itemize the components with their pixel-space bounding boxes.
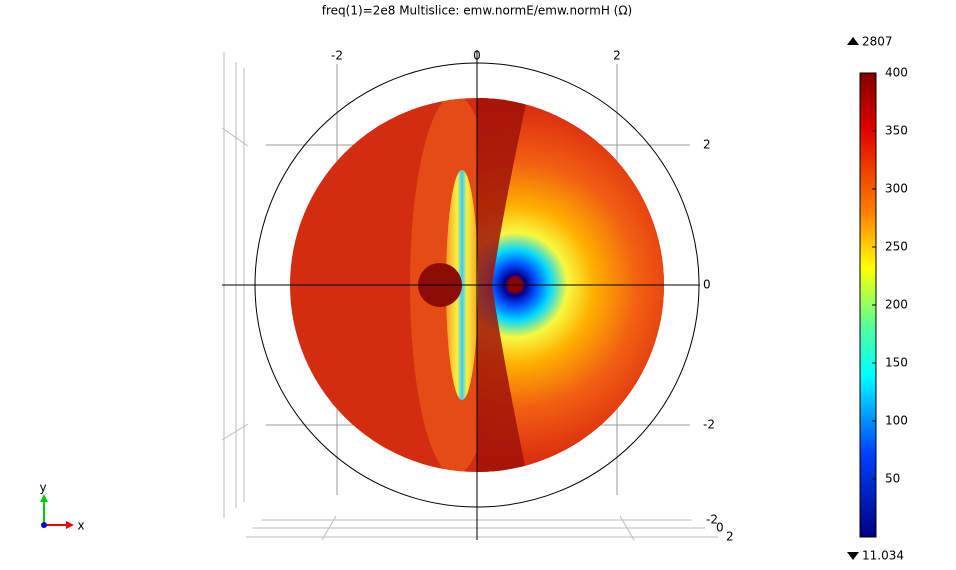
chart-title: freq(1)=2e8 Multislice: emw.normE/emw.no…	[322, 4, 632, 18]
colorbar-tick-label: 350	[885, 124, 908, 138]
field	[290, 98, 664, 472]
y-tick-label: 0	[703, 278, 711, 292]
min-marker	[847, 552, 859, 560]
y-tick-label: 2	[703, 138, 711, 152]
colorbar-tick-label: 200	[885, 298, 908, 312]
triad-y-label: y	[39, 481, 46, 495]
axis-triad	[40, 494, 74, 529]
x-tick-label: 0	[473, 49, 481, 63]
colorbar-tick-label: 400	[885, 66, 908, 80]
max-marker	[847, 37, 859, 45]
z-tick-label: -2	[706, 513, 718, 527]
x-tick-label: 2	[613, 49, 621, 63]
max-label: 2807	[862, 35, 893, 49]
colorbar-tick-label: 100	[885, 414, 908, 428]
z-tick-label: 2	[726, 530, 734, 544]
colorbar-tick-label: 250	[885, 240, 908, 254]
colorbar-tick-label: 300	[885, 182, 908, 196]
min-label: 11.034	[862, 549, 904, 563]
z-tick-label: 0	[716, 521, 724, 535]
colorbar-tick-label: 50	[885, 472, 900, 486]
colorbar-tick-label: 150	[885, 356, 908, 370]
triad-x-label: x	[77, 519, 84, 533]
y-tick-label: -2	[703, 418, 715, 432]
x-tick-label: -2	[331, 49, 343, 63]
